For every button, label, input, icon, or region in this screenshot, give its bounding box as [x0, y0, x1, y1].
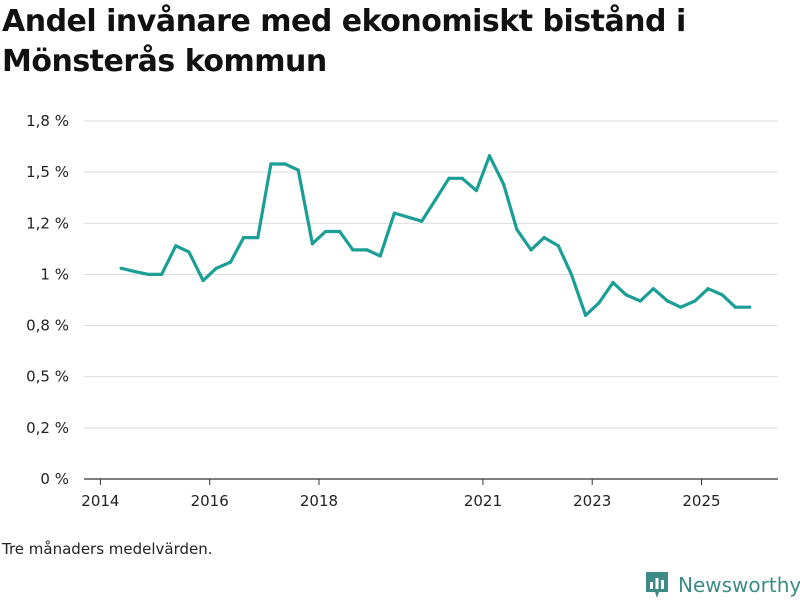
x-tick-label: 2023 [573, 492, 611, 510]
y-tick-label: 1,5 % [26, 163, 69, 181]
data-point [487, 154, 492, 158]
data-point [556, 244, 560, 248]
data-point [228, 260, 233, 264]
data-point [201, 278, 205, 283]
x-axis: 2014 2016 2018 2021 2023 2025 [81, 478, 778, 510]
x-tick-label: 2018 [300, 492, 338, 510]
y-tick-label: 0 % [40, 470, 69, 488]
series-layer [119, 154, 752, 317]
x-tick-label: 2025 [682, 492, 720, 510]
data-point [159, 272, 164, 277]
data-point [584, 313, 588, 317]
data-point [693, 299, 697, 303]
data-point [365, 248, 369, 252]
data-point [338, 229, 342, 234]
brand-logo: Newsworthy [644, 568, 800, 602]
data-point [310, 242, 315, 246]
y-tick-label: 1,2 % [26, 214, 69, 232]
y-tick-label: 0,8 % [26, 317, 69, 335]
data-point [378, 254, 382, 258]
data-point [146, 272, 151, 277]
x-tick-label: 2014 [81, 492, 119, 510]
y-tick-label: 0,5 % [26, 368, 69, 386]
data-point [638, 299, 642, 303]
data-point [666, 299, 670, 303]
chart-footnote: Tre månaders medelvärden. [2, 540, 213, 558]
data-point [747, 305, 752, 309]
data-point [624, 293, 628, 297]
data-point [529, 248, 533, 252]
data-point [323, 229, 328, 234]
data-point [460, 176, 464, 180]
data-point [542, 236, 546, 240]
data-point [351, 248, 355, 252]
data-point [651, 287, 656, 291]
data-point [733, 305, 737, 309]
data-point [256, 236, 260, 240]
data-point [515, 227, 519, 232]
data-point [392, 211, 396, 215]
data-point [420, 219, 424, 223]
data-point [132, 269, 136, 273]
data-point [502, 182, 506, 187]
y-tick-label: 1,8 % [26, 112, 69, 130]
data-point [241, 236, 246, 240]
grid-lines [84, 120, 778, 429]
data-point [174, 244, 178, 248]
data-point [611, 281, 615, 285]
data-point [720, 293, 724, 297]
data-point [296, 168, 300, 172]
data-point [187, 250, 191, 254]
chart-title: Andel invånare med ekonomiskt bistånd i … [2, 4, 686, 79]
data-point [214, 266, 218, 270]
y-tick-label: 1 % [40, 265, 69, 283]
x-tick-label: 2021 [464, 492, 502, 510]
data-point [119, 266, 123, 270]
data-point [679, 305, 683, 309]
data-point [474, 188, 478, 193]
data-point [283, 162, 287, 166]
series-line-0 [119, 154, 752, 317]
y-axis-tick-labels: 0 % 0,2 % 0,5 % 0,8 % 1 % 1,2 % 1,5 % 1,8 % [26, 112, 69, 488]
x-tick-label: 2016 [191, 492, 229, 510]
data-point [569, 272, 574, 277]
data-point [706, 287, 710, 291]
y-tick-label: 0,2 % [26, 419, 69, 437]
data-point [433, 199, 437, 203]
data-point [269, 162, 273, 166]
newsworthy-logo-icon [646, 572, 668, 598]
data-point [447, 176, 451, 180]
brand-name: Newsworthy [678, 573, 800, 597]
data-point [597, 301, 601, 305]
